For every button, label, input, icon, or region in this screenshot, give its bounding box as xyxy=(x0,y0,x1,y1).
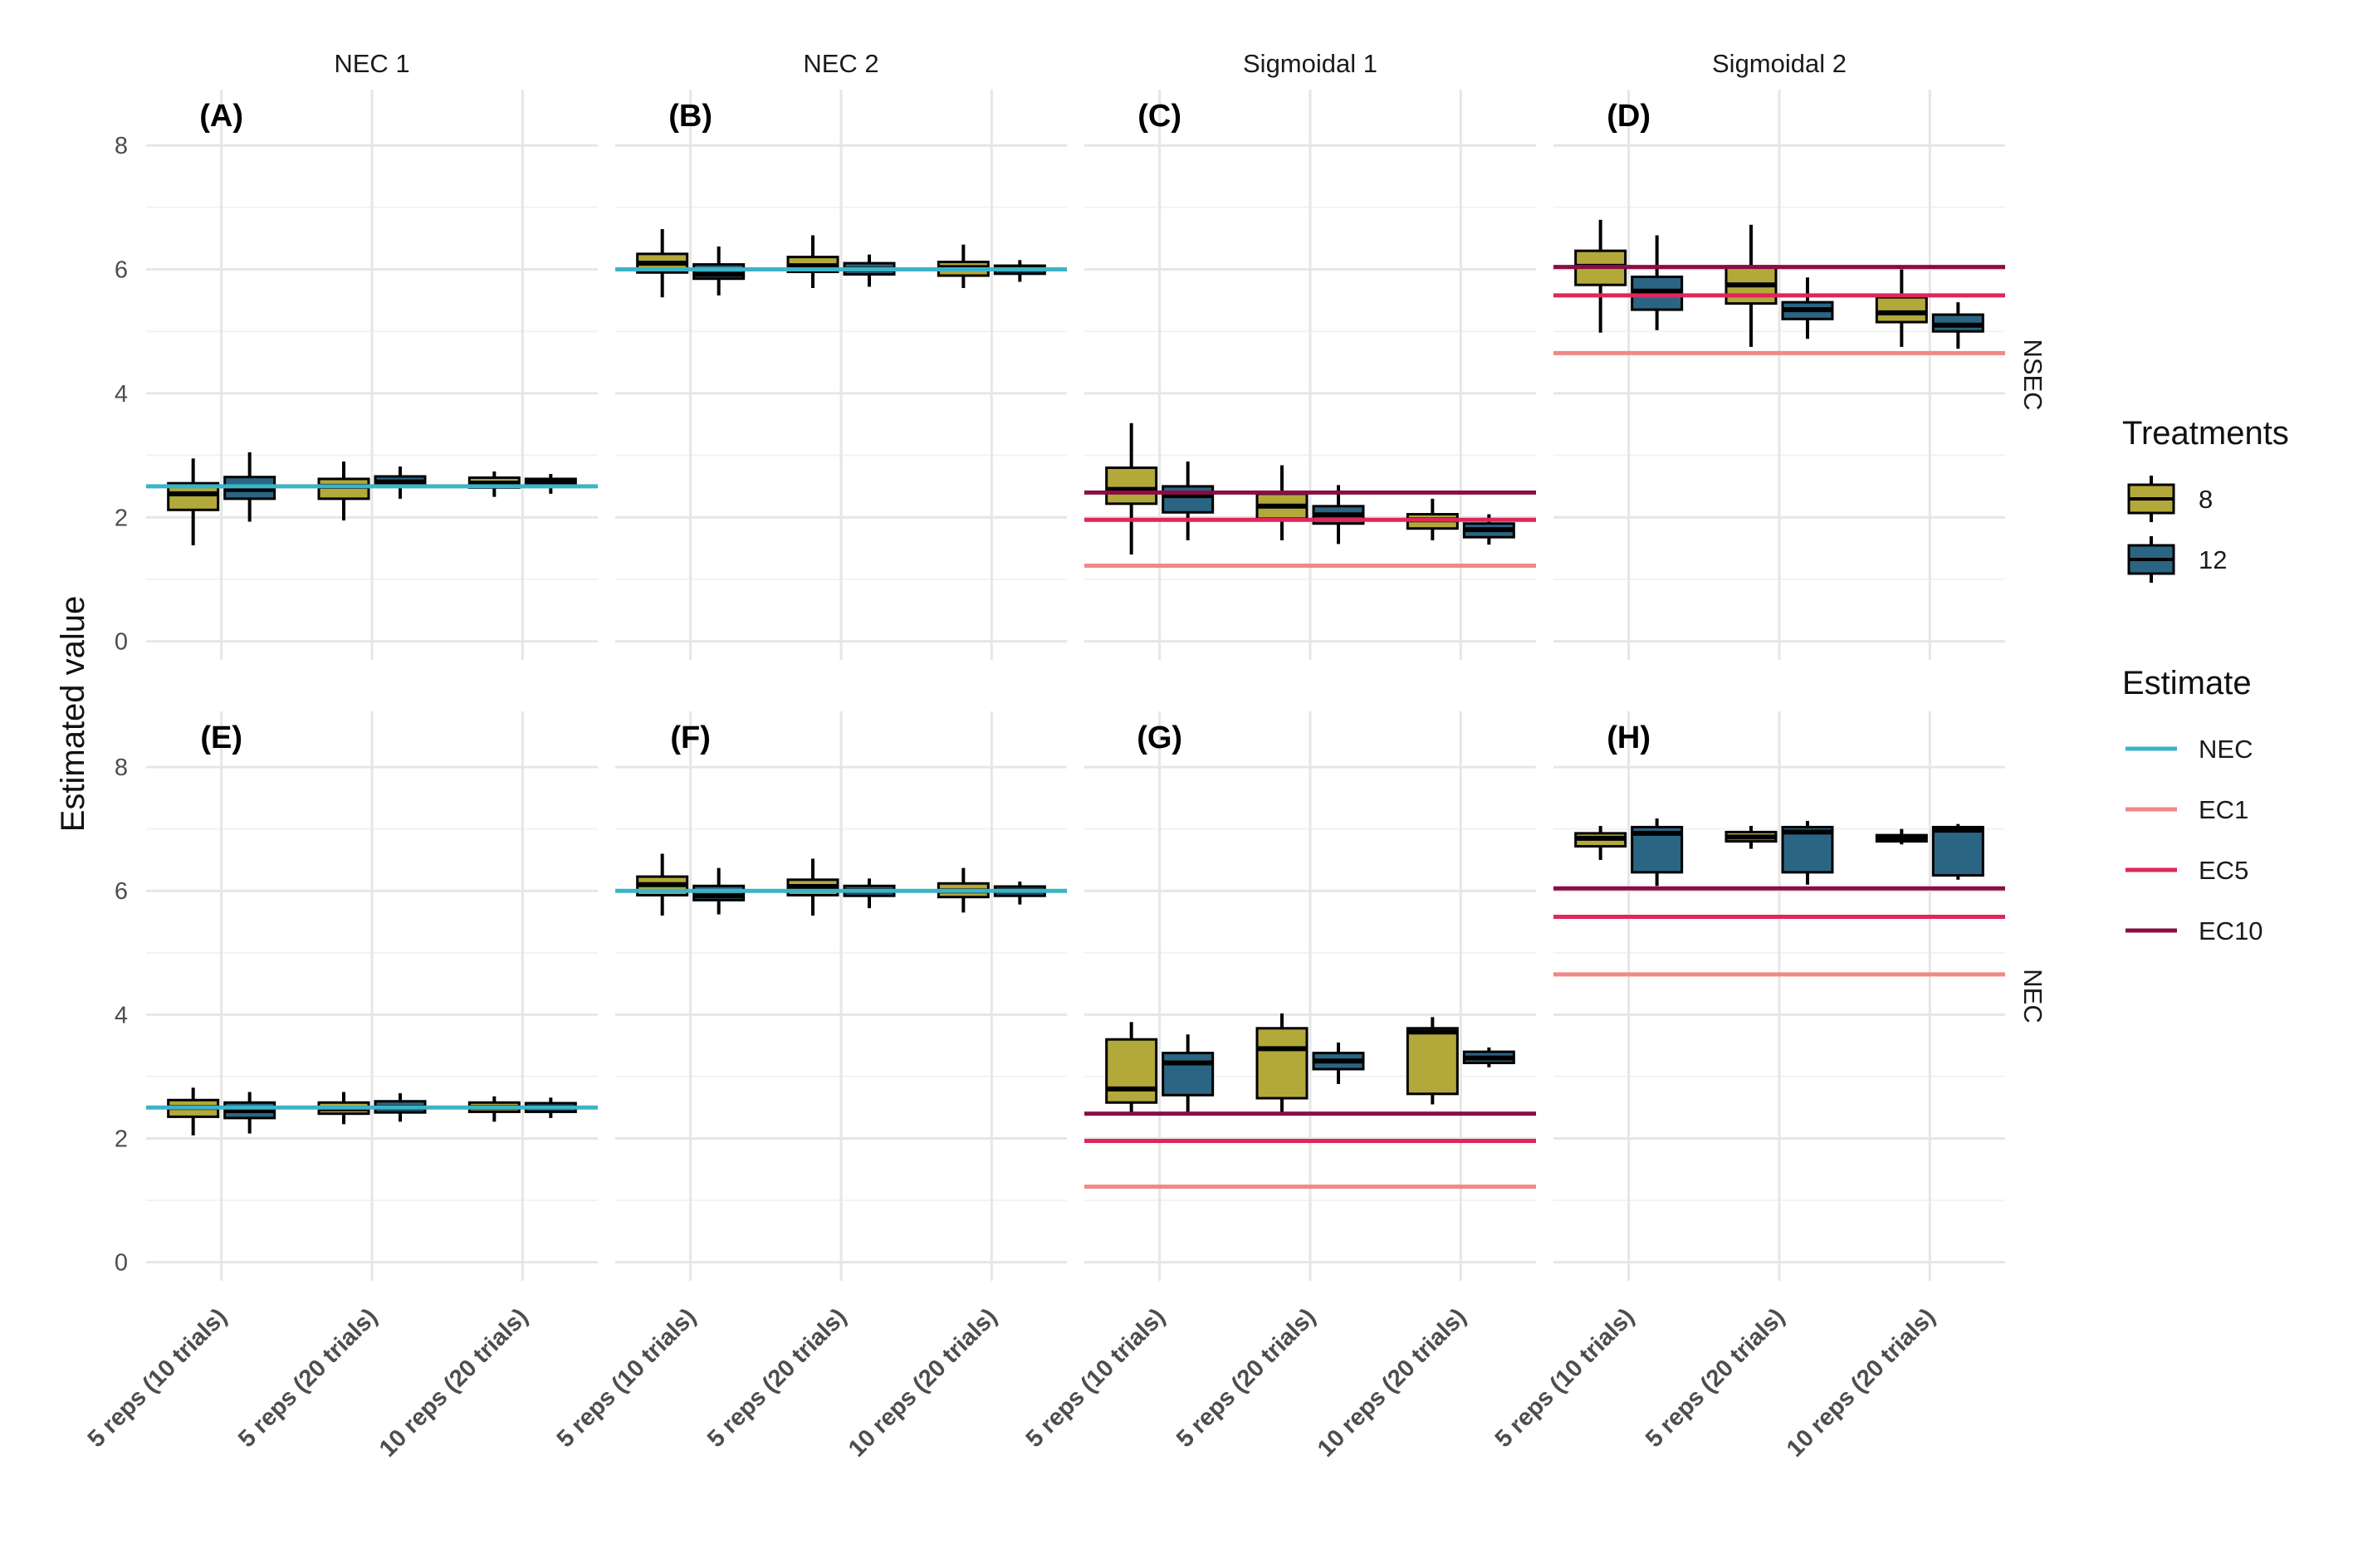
box-8-3 xyxy=(1406,1017,1459,1105)
box-8-2 xyxy=(1255,465,1309,540)
panel-tag: (A) xyxy=(199,99,243,134)
y-tick-label: 2 xyxy=(115,505,128,531)
column-strip-label: NEC 2 xyxy=(803,49,878,78)
box-body xyxy=(1406,1027,1459,1096)
y-tick-label: 4 xyxy=(115,1002,128,1028)
box-12-1 xyxy=(1631,235,1684,330)
box-12-1 xyxy=(1162,1034,1215,1116)
facet-panel: (C) xyxy=(1084,90,1536,660)
box-12-1 xyxy=(1631,818,1684,887)
y-tick-label: 6 xyxy=(115,878,128,905)
y-axis-label: Estimated value xyxy=(55,596,91,833)
facet-panel: (B) xyxy=(615,90,1067,660)
legend-label: NEC xyxy=(2199,735,2253,764)
legend: Treatments 8 12 Estimate NEC EC1 EC5 EC10 xyxy=(2122,415,2289,945)
legend-label: EC5 xyxy=(2199,856,2248,885)
box-body xyxy=(1931,825,1984,877)
panel-tag: (C) xyxy=(1137,99,1181,134)
box-body xyxy=(1162,1052,1215,1097)
legend-label: EC10 xyxy=(2199,916,2263,945)
box-12-2 xyxy=(1781,277,1834,339)
box-12-3 xyxy=(1462,1047,1515,1067)
y-tick-label: 0 xyxy=(115,629,128,656)
column-strip-label: Sigmoidal 2 xyxy=(1712,49,1847,78)
panel-tag: (E) xyxy=(200,720,242,755)
box-12-2 xyxy=(1312,1042,1365,1084)
y-tick-label: 0 xyxy=(115,1250,128,1277)
box-8-1 xyxy=(1105,423,1158,555)
box-8-3 xyxy=(1875,269,1928,347)
facet-panel: 0 2 4 6 8 (A) xyxy=(115,90,598,660)
panel-tag: (G) xyxy=(1137,720,1182,755)
legend-label: 8 xyxy=(2199,485,2213,514)
column-strip-label: NEC 1 xyxy=(334,49,409,78)
box-12-3 xyxy=(1931,823,1984,880)
column-strip-label: Sigmoidal 1 xyxy=(1243,49,1377,78)
panel-tag: (B) xyxy=(668,99,712,134)
box-8-2 xyxy=(1724,825,1778,849)
box-8-3 xyxy=(1875,828,1928,845)
y-tick-label: 8 xyxy=(115,755,128,781)
box-12-2 xyxy=(1781,820,1834,885)
legend-label: 12 xyxy=(2199,545,2227,574)
box-body xyxy=(1875,296,1928,324)
y-tick-label: 2 xyxy=(115,1126,128,1153)
box-body xyxy=(1105,1038,1158,1104)
facet-panel: (D) xyxy=(1553,90,2005,660)
y-tick-label: 4 xyxy=(115,381,128,408)
legend-title-estimate: Estimate xyxy=(2122,665,2252,701)
row-strip-label: NEC xyxy=(2018,969,2047,1023)
legend-label: EC1 xyxy=(2199,795,2248,824)
box-body xyxy=(1105,466,1158,506)
box-body xyxy=(1255,1027,1309,1100)
panel-tag: (H) xyxy=(1607,720,1651,755)
box-8-1 xyxy=(1574,825,1627,860)
box-body xyxy=(1781,825,1834,874)
y-tick-label: 6 xyxy=(115,257,128,284)
row-strip-label: NSEC xyxy=(2018,339,2047,410)
panel-tag: (F) xyxy=(670,720,711,755)
box-8-2 xyxy=(1255,1013,1309,1114)
box-body xyxy=(1162,485,1215,514)
box-12-3 xyxy=(1931,302,1984,349)
box-12-3 xyxy=(1462,514,1515,545)
panel-tag: (D) xyxy=(1607,99,1651,134)
y-tick-label: 8 xyxy=(115,133,128,159)
legend-title-treatments: Treatments xyxy=(2122,415,2289,452)
